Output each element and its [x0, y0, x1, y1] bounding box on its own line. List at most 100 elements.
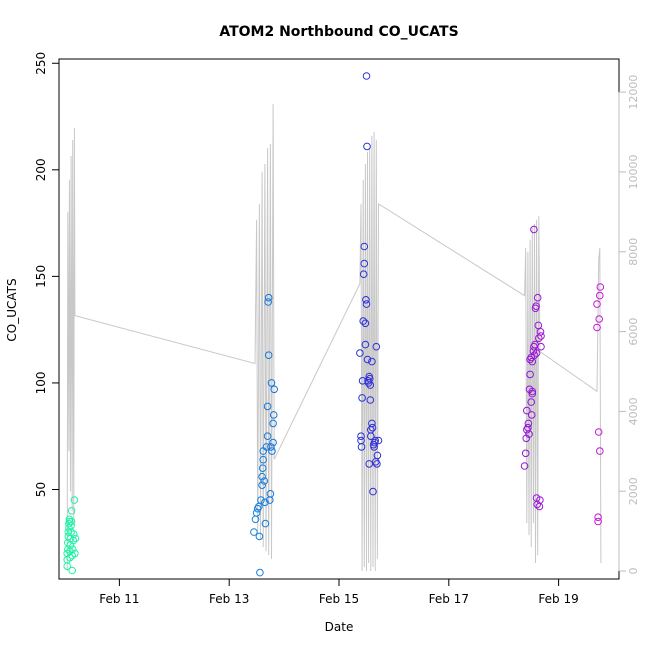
- data-point: [526, 370, 534, 379]
- data-point: [258, 481, 266, 490]
- data-point: [528, 387, 537, 396]
- data-point: [262, 443, 271, 451]
- data-point: [371, 436, 380, 445]
- data-point: [257, 496, 265, 504]
- data-point: [357, 443, 366, 451]
- data-point: [536, 496, 544, 504]
- data-point: [362, 300, 371, 308]
- data-point: [266, 490, 275, 498]
- data-point: [259, 455, 268, 464]
- data-point: [594, 428, 603, 436]
- data-point: [359, 270, 368, 279]
- data-point: [264, 298, 273, 306]
- data-point: [258, 472, 266, 481]
- right-axis-tick-label: 8000: [627, 238, 640, 266]
- data-point: [363, 142, 371, 151]
- data-point: [369, 487, 377, 496]
- data-point: [362, 296, 370, 304]
- data-point: [528, 357, 537, 366]
- y-axis-label: CO_UCATS: [5, 278, 19, 341]
- data-point: [260, 477, 269, 485]
- data-point: [596, 291, 604, 300]
- y-tick-label: 250: [34, 52, 48, 75]
- data-point: [264, 351, 273, 360]
- data-point: [255, 532, 264, 541]
- data-point: [533, 293, 542, 302]
- right-axis-tick-label: 10000: [627, 154, 640, 189]
- data-point: [527, 411, 536, 419]
- x-axis: Feb 11 Feb 13 Feb 15 Feb 17 Feb 19: [99, 578, 579, 606]
- data-point: [521, 449, 530, 458]
- data-point: [368, 423, 377, 432]
- data-point: [594, 513, 602, 522]
- data-point: [362, 72, 371, 80]
- data-point: [537, 342, 545, 351]
- data-point: [252, 509, 261, 517]
- right-axis-tick-label: 12000: [627, 75, 640, 110]
- data-point: [264, 293, 273, 302]
- data-point: [361, 340, 370, 349]
- data-point: [357, 432, 365, 441]
- data-point: [359, 317, 368, 325]
- data-point: [67, 521, 75, 530]
- data-point: [536, 328, 545, 336]
- data-point: [596, 447, 604, 455]
- y-tick-label: 150: [34, 265, 48, 288]
- right-y-axis: 0 2000 4000 6000 8000 10000 12000: [618, 75, 640, 575]
- data-point: [65, 517, 74, 526]
- right-axis-tick-label: 0: [627, 568, 640, 575]
- data-point: [256, 568, 264, 577]
- altitude-trace-layer: [66, 104, 602, 572]
- data-point: [358, 394, 366, 402]
- data-point: [67, 507, 76, 515]
- data-point: [70, 530, 78, 539]
- data-point: [261, 498, 269, 507]
- data-point: [366, 396, 375, 404]
- data-point: [68, 545, 77, 554]
- data-point: [263, 432, 272, 441]
- data-point: [269, 438, 277, 447]
- data-point: [530, 225, 538, 234]
- data-point: [70, 496, 79, 504]
- data-point: [528, 389, 537, 398]
- data-point: [532, 349, 541, 357]
- chart-title: ATOM2 Northbound CO_UCATS: [219, 24, 458, 40]
- data-point: [532, 302, 540, 311]
- x-axis-label: Date: [325, 620, 354, 634]
- data-point: [593, 323, 601, 332]
- data-point: [269, 411, 278, 419]
- x-tick-label: Feb 17: [429, 592, 469, 606]
- data-point: [534, 321, 543, 330]
- data-point: [366, 381, 375, 389]
- data-point: [360, 259, 369, 268]
- data-point: [269, 419, 277, 428]
- data-point: [595, 315, 604, 323]
- data-point: [373, 451, 382, 460]
- data-point: [250, 528, 258, 536]
- data-point: [525, 430, 533, 438]
- data-point: [267, 379, 276, 387]
- data-point: [357, 436, 365, 445]
- data-point: [537, 332, 545, 340]
- right-axis-tick-label: 6000: [627, 318, 640, 346]
- y-tick-label: 200: [34, 158, 48, 181]
- data-point: [360, 242, 369, 251]
- right-axis-tick-label: 2000: [627, 477, 640, 505]
- data-point: [261, 519, 270, 528]
- data-point: [524, 419, 533, 428]
- data-point: [594, 517, 602, 526]
- data-point: [270, 385, 279, 394]
- data-point: [268, 447, 276, 455]
- data-point: [365, 372, 374, 381]
- data-point: [71, 549, 79, 558]
- y-tick-label: 50: [34, 482, 48, 497]
- x-tick-label: Feb 11: [99, 592, 139, 606]
- data-point: [367, 426, 375, 434]
- data-point: [374, 436, 383, 445]
- y-axis: 50 100 150 200 250: [34, 52, 60, 497]
- data-point: [593, 300, 601, 308]
- data-point: [68, 566, 76, 575]
- right-axis-tick-label: 4000: [627, 397, 640, 425]
- data-point: [530, 351, 539, 360]
